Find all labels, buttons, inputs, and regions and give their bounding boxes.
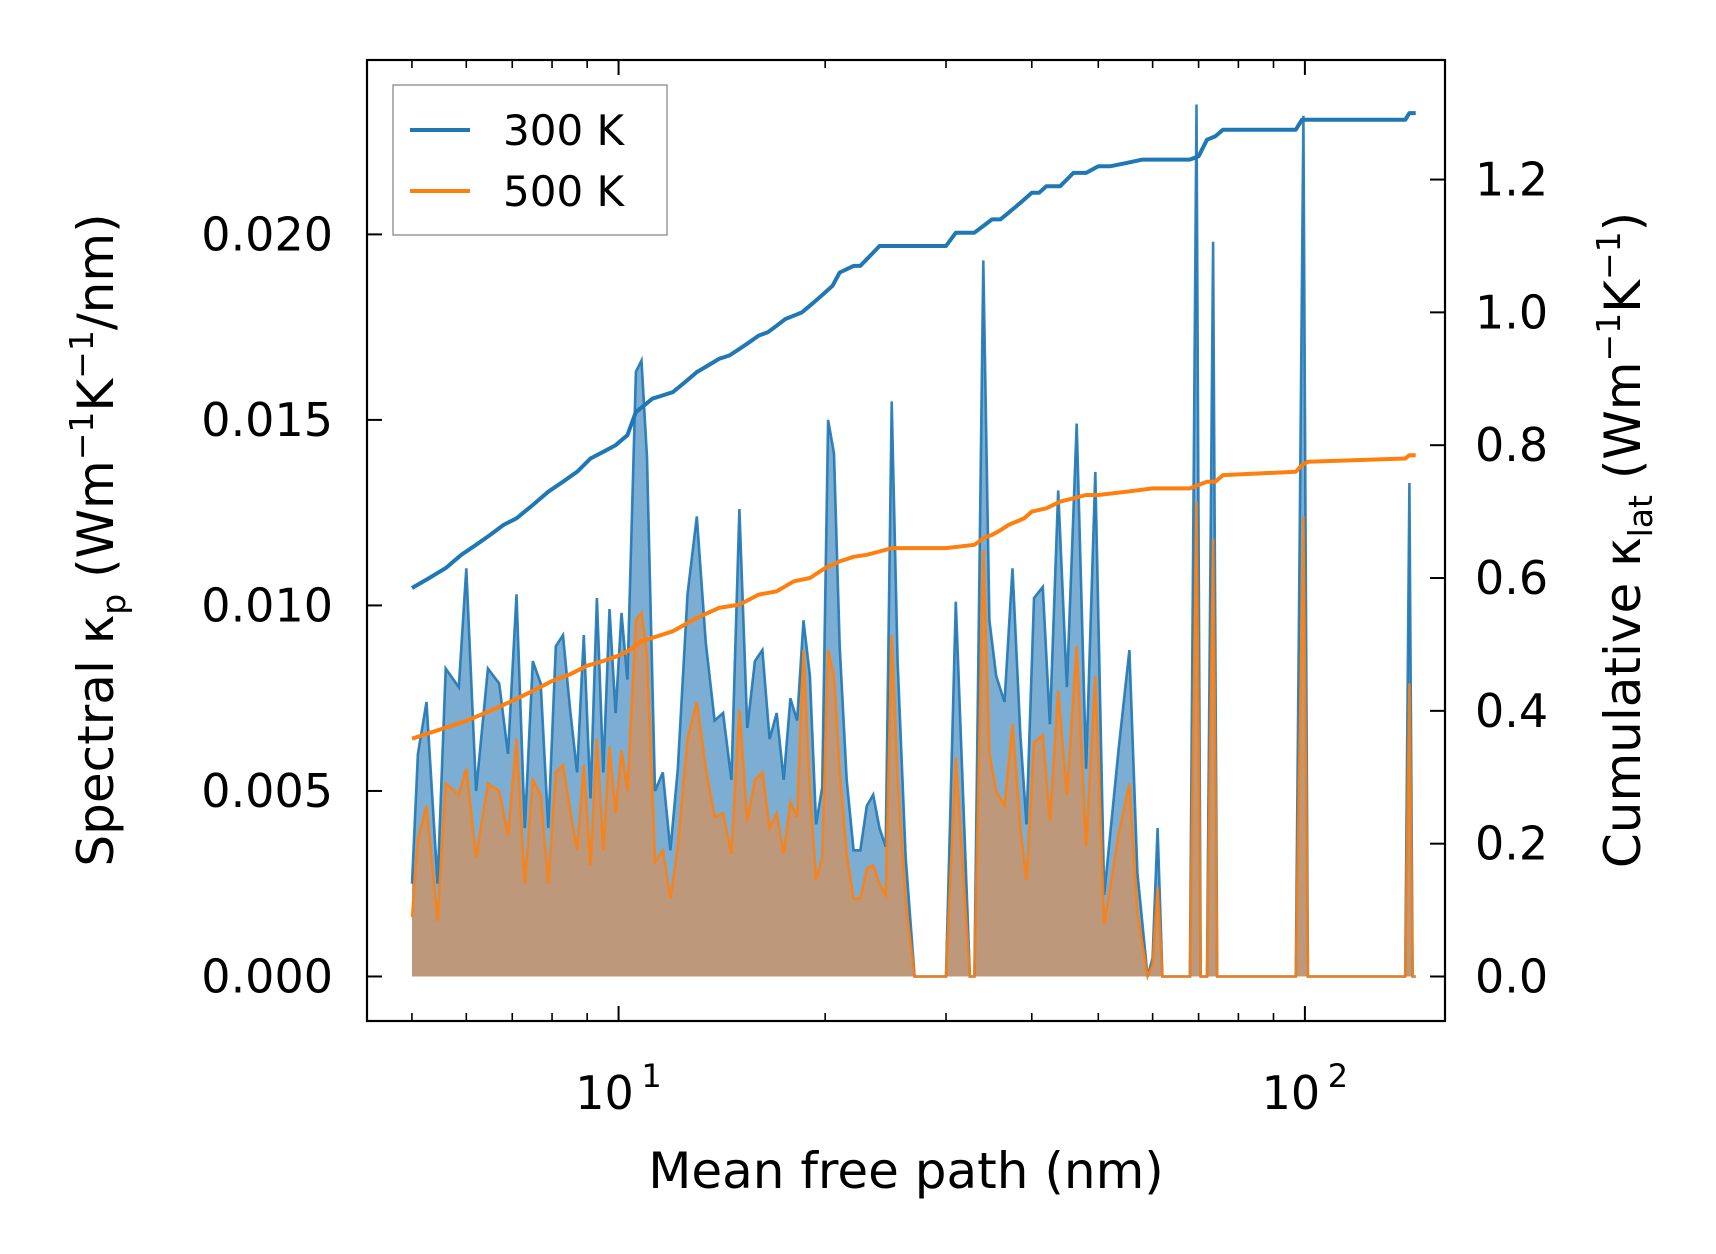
x-tick-exponent-2: 2 (1328, 1057, 1348, 1095)
axis-ticks: 10 1 10 20.0000.0050.0100.0150.0200.00.20.4… (201, 60, 1548, 1120)
x-tick-label-2: 10 (1262, 1066, 1321, 1120)
legend-label-500k: 500 K (503, 167, 626, 216)
right-y-tick-label: 1.0 (1475, 285, 1548, 339)
x-tick-exponent-1: 1 (641, 1057, 661, 1095)
spectral-line-500k (410, 501, 1416, 982)
right-y-tick-label: 0.2 (1475, 817, 1548, 871)
left-label-part-2: (Wm (67, 460, 125, 594)
left-label-sup-2: −1 (62, 330, 101, 379)
left-label-sup-1: −1 (62, 412, 101, 461)
left-y-tick-label: 0.020 (201, 207, 333, 261)
legend-box (392, 84, 668, 236)
left-y-tick-label: 0.010 (201, 578, 333, 632)
cumulative-line-300k (410, 111, 1416, 590)
right-label-part-4: ) (1594, 212, 1652, 232)
right-y-tick-label: 0.8 (1475, 418, 1548, 472)
left-label-part-1: Spectral κ (67, 615, 125, 867)
right-label-part-2: (Wm (1594, 361, 1652, 495)
right-label-part-1: Cumulative κ (1594, 537, 1652, 868)
left-y-axis-label: Spectral κp (Wm−1K−1/nm) (62, 213, 133, 866)
left-y-tick-label: 0.000 (201, 949, 333, 1003)
right-label-sup-2: −1 (1589, 231, 1628, 280)
left-y-tick-label: 0.005 (201, 764, 333, 818)
right-label-part-3: K (1594, 279, 1652, 313)
left-label-part-4: /nm) (67, 213, 125, 330)
x-tick-label-1: 10 (575, 1066, 634, 1120)
right-label-sub-lat: lat (1621, 495, 1660, 537)
series-lines (410, 104, 1416, 982)
legend: 300 K 500 K (392, 84, 668, 236)
cumulative-line-500k (411, 453, 1416, 741)
left-label-sub-p: p (94, 594, 133, 615)
left-y-tick-label: 0.015 (201, 393, 333, 447)
right-y-tick-label: 0.4 (1475, 684, 1548, 738)
right-y-tick-label: 0.0 (1475, 950, 1548, 1004)
right-y-tick-label: 0.6 (1475, 551, 1548, 605)
right-y-axis-label: Cumulative κlat (Wm−1K−1) (1589, 212, 1660, 868)
legend-label-300k: 300 K (503, 106, 626, 155)
right-label-sup-1: −1 (1589, 313, 1628, 362)
left-label-part-3: K (67, 378, 125, 412)
x-axis-label: Mean free path (nm) (648, 1142, 1164, 1200)
right-y-tick-label: 1.2 (1475, 153, 1548, 207)
plot-frame (365, 58, 1447, 1023)
